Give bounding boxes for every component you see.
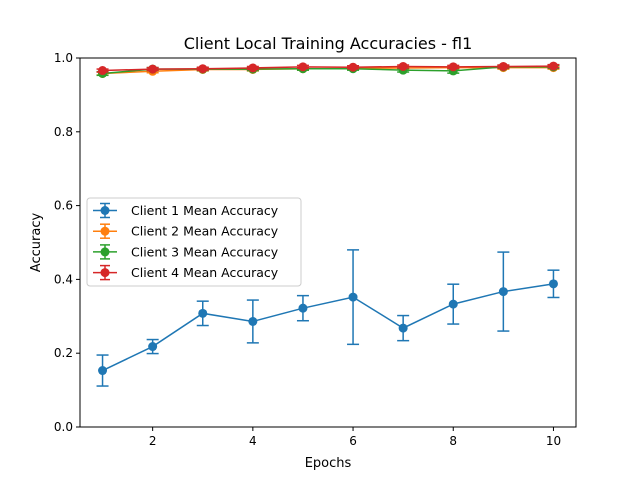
chart-title: Client Local Training Accuracies - fl1: [184, 34, 473, 53]
x-tick-label: 10: [546, 434, 561, 448]
legend-label: Client 3 Mean Accuracy: [131, 244, 279, 259]
y-tick-label: 1.0: [54, 51, 73, 65]
y-tick-label: 0.6: [54, 199, 73, 213]
data-point: [348, 292, 358, 302]
data-point: [548, 279, 558, 289]
legend-swatch-marker: [100, 226, 110, 236]
x-tick-label: 4: [249, 434, 257, 448]
data-point: [98, 66, 108, 76]
x-axis-label: Epochs: [305, 456, 352, 471]
x-tick-label: 2: [149, 434, 157, 448]
data-point: [148, 342, 158, 352]
data-point: [448, 62, 458, 72]
data-point: [248, 316, 258, 326]
legend-label: Client 4 Mean Accuracy: [131, 265, 279, 280]
data-point: [348, 62, 358, 72]
data-point: [148, 64, 158, 74]
x-tick-label: 6: [349, 434, 357, 448]
data-point: [98, 366, 108, 376]
legend: Client 1 Mean Accuracy Client 2 Mean Accu…: [86, 197, 302, 287]
legend-swatch-marker: [100, 268, 110, 278]
data-point: [198, 64, 208, 74]
data-point: [548, 61, 558, 71]
series-4: [96, 61, 560, 76]
legend-label: Client 1 Mean Accuracy: [131, 203, 279, 218]
y-tick-label: 0.0: [54, 420, 73, 434]
legend-swatch-marker: [100, 206, 110, 215]
y-tick-label: 0.8: [54, 125, 73, 139]
data-point: [398, 61, 408, 71]
legend-box: [86, 197, 302, 287]
data-point: [248, 63, 258, 73]
data-point: [298, 62, 308, 72]
legend-swatch-marker: [100, 247, 110, 257]
data-point: [198, 308, 208, 318]
x-tick-label: 8: [449, 434, 457, 448]
legend-label: Client 2 Mean Accuracy: [131, 224, 279, 239]
plot-area: [96, 61, 560, 387]
series-1: [96, 249, 560, 387]
data-point: [448, 299, 458, 309]
y-axis-label: Accuracy: [29, 213, 44, 273]
y-tick-label: 0.2: [54, 346, 73, 360]
axis-ticks: 2 4 6 8 10 0.0 0.2 0.4 0.6 0.8 1.0: [54, 51, 561, 448]
data-point: [498, 287, 508, 297]
series-line: [102, 65, 554, 72]
data-point: [498, 61, 508, 71]
series-line: [102, 283, 554, 372]
y-tick-label: 0.4: [54, 272, 73, 286]
data-point: [398, 323, 408, 333]
data-point: [298, 303, 308, 313]
axes-frame: [79, 57, 577, 428]
